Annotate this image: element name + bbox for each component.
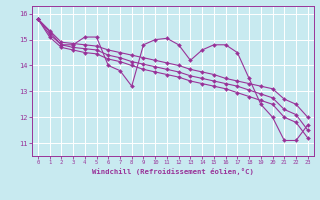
- X-axis label: Windchill (Refroidissement éolien,°C): Windchill (Refroidissement éolien,°C): [92, 168, 254, 175]
